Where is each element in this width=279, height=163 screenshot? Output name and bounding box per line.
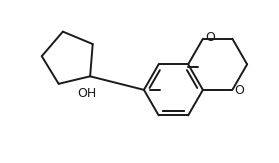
Text: O: O: [234, 84, 244, 97]
Text: O: O: [205, 31, 215, 44]
Text: OH: OH: [78, 87, 97, 100]
